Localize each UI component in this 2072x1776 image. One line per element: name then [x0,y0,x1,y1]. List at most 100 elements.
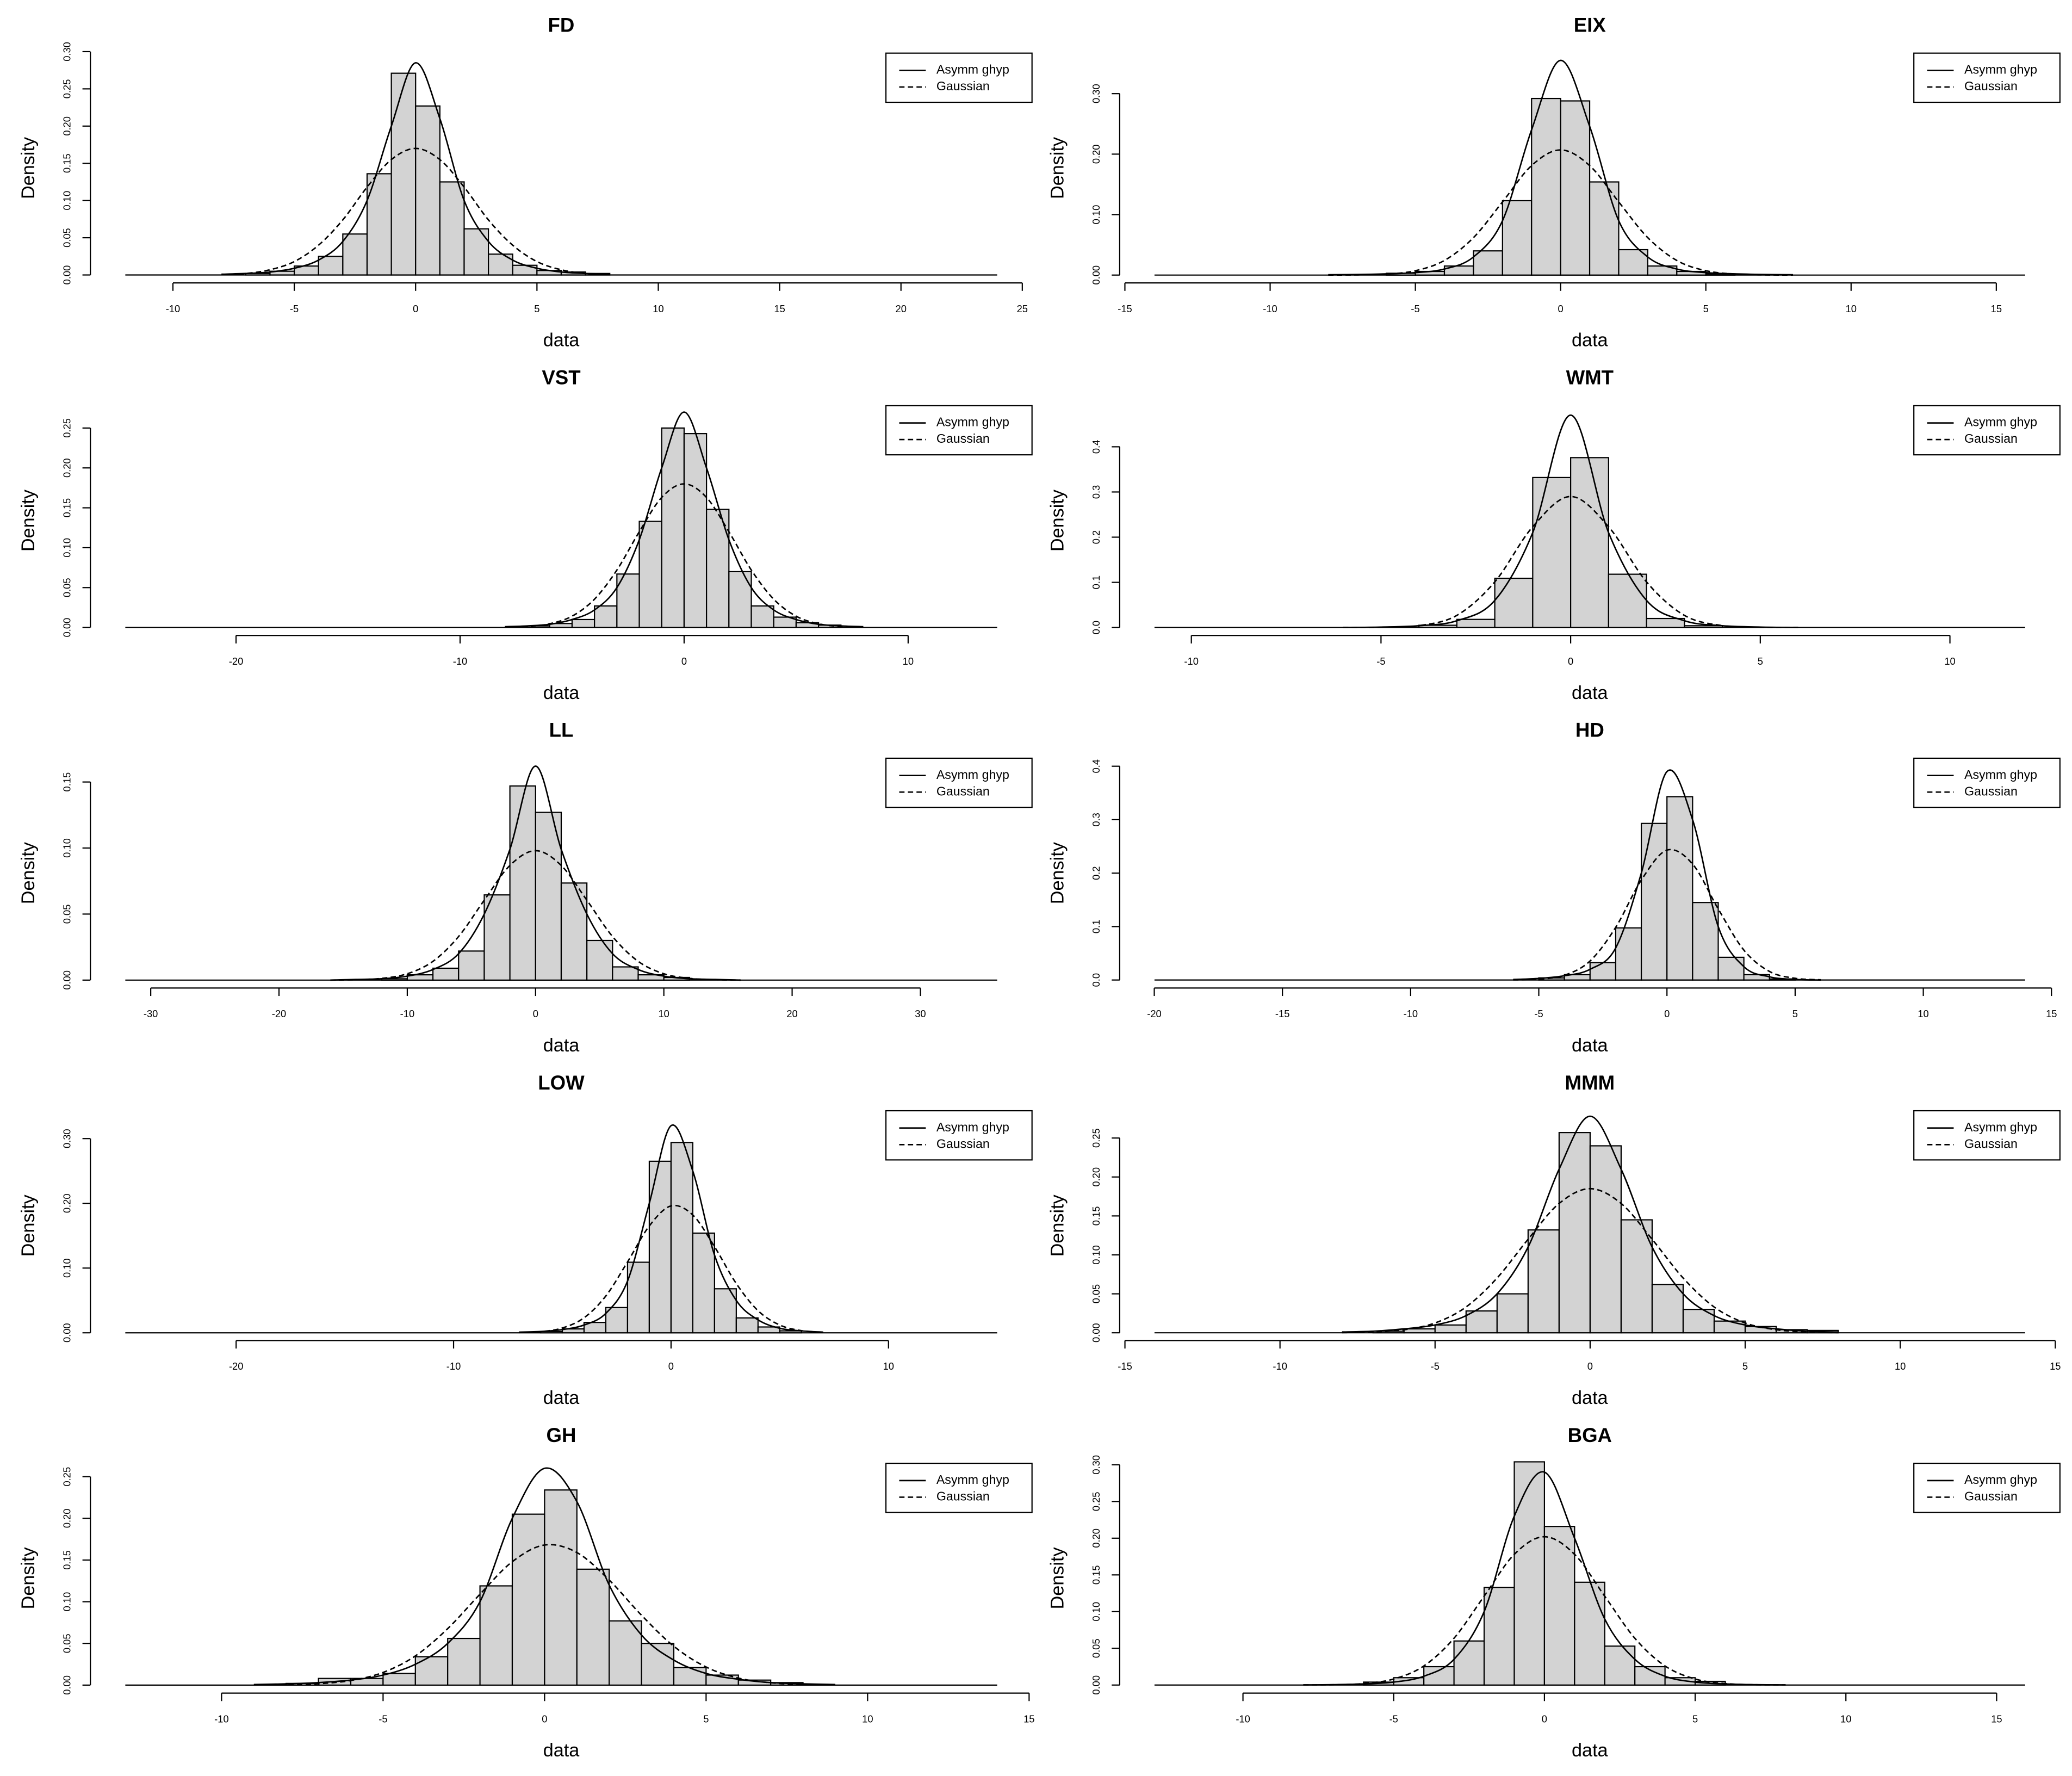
x-tick-label: 0 [1587,1360,1593,1372]
bar [1618,249,1648,276]
x-tick-label: -10 [1263,303,1277,314]
density-curve [330,765,741,981]
y-tick-label: 0.2 [1090,530,1102,544]
legend-label: Gaussian [936,431,990,445]
bar [1496,1293,1529,1334]
bar [626,1261,650,1334]
x-axis-label: data [1572,1035,1608,1056]
x-tick-label: 10 [903,655,914,667]
y-tick-label: 0.05 [61,578,73,597]
y-tick-label: 0.20 [1090,1167,1102,1187]
bar [1483,1587,1515,1686]
x-tick-label: -5 [1376,655,1385,667]
y-tick-label: 0.15 [61,498,73,518]
y-tick-label: 0.4 [1090,440,1102,454]
bar [735,1317,759,1334]
x-tick-label: 25 [1017,303,1028,314]
y-tick-label: 0.05 [61,228,73,247]
x-tick-label: 15 [1023,1713,1034,1724]
x-tick-label: 20 [896,303,907,314]
x-axis-label: data [543,1388,580,1408]
chart-title: LL [549,719,574,741]
y-tick-label: 0.00 [1090,1675,1102,1695]
x-tick-label: -10 [1184,655,1198,667]
x-tick-label: 10 [1840,1713,1851,1724]
bar [544,1489,578,1686]
chart-title: VST [542,367,580,389]
density-curve [330,850,741,981]
legend-label: Gaussian [1964,784,2018,798]
y-tick-label: 0.15 [1090,1206,1102,1226]
y-tick-label: 0.1 [1090,576,1102,589]
x-tick-label: 20 [786,1008,797,1019]
y-tick-label: 0.20 [61,458,73,478]
x-tick-label: -10 [214,1713,228,1724]
density-curve [1328,149,1793,276]
bar [638,521,662,628]
bar [1570,457,1609,628]
density-curve [1328,59,1793,276]
y-axis-label: Density [18,489,39,552]
x-tick-label: -5 [1534,1008,1543,1019]
y-tick-label: 0.30 [1090,1455,1102,1475]
x-tick-label: -10 [166,303,180,314]
bar [414,1656,449,1686]
bar [432,967,460,981]
bar [1640,822,1668,981]
x-tick-label: -10 [1404,1008,1418,1019]
bar [1589,1145,1622,1334]
bar [390,72,417,276]
bar [1527,1229,1560,1334]
x-axis-label: data [1572,330,1608,351]
x-axis-label: data [543,1740,580,1761]
legend-box [885,757,1033,808]
y-tick-label: 0.3 [1090,813,1102,826]
legend-box [885,1110,1033,1161]
density-curve [1343,496,1798,629]
bar [1604,1645,1636,1686]
y-tick-label: 0.1 [1090,920,1102,933]
legend-label: Gaussian [936,1136,990,1150]
x-tick-label: -5 [379,1713,387,1724]
x-tick-label: 10 [1918,1008,1928,1019]
legend-label: Gaussian [936,784,990,798]
x-tick-label: -15 [1118,1360,1132,1372]
density-curve [221,62,610,275]
x-tick-label: -5 [290,303,299,314]
bar [605,1307,629,1334]
y-tick-label: 0.0 [1090,973,1102,987]
y-tick-label: 0.20 [1090,1529,1102,1548]
chart-title: LOW [538,1072,585,1094]
x-tick-label: 0 [1542,1713,1547,1724]
bar [1453,1640,1485,1686]
density-curve [1303,1536,1786,1686]
legend-label: Gaussian [936,79,990,93]
x-tick-label: 0 [413,303,418,314]
x-tick-label: -20 [229,1360,243,1372]
y-tick-label: 0.30 [1090,84,1102,103]
legend-label: Asymm ghyp [936,768,1009,782]
bar [1646,617,1685,628]
chart-title: MMM [1565,1072,1615,1094]
x-tick-label: 10 [1944,655,1955,667]
x-tick-label: -5 [1431,1360,1440,1372]
bar [535,812,562,981]
x-tick-label: -10 [446,1360,461,1372]
y-tick-label: 0.0 [1090,621,1102,634]
bar [1608,573,1647,628]
y-axis-label: Density [1047,841,1068,904]
bar [673,1667,707,1686]
bar [1589,962,1617,981]
x-tick-label: 0 [668,1360,674,1372]
bar [1574,1581,1605,1686]
y-tick-label: 0.10 [61,191,73,211]
x-tick-label: 5 [534,303,539,314]
legend-label: Gaussian [1964,1489,2018,1503]
legend-label: Gaussian [1964,1136,2018,1150]
x-axis-label: data [543,683,580,703]
y-tick-label: 0.10 [61,538,73,558]
y-tick-label: 0.25 [1090,1492,1102,1512]
y-tick-label: 0.10 [1090,205,1102,225]
y-tick-label: 0.30 [61,42,73,61]
x-axis-label: data [1572,683,1608,703]
